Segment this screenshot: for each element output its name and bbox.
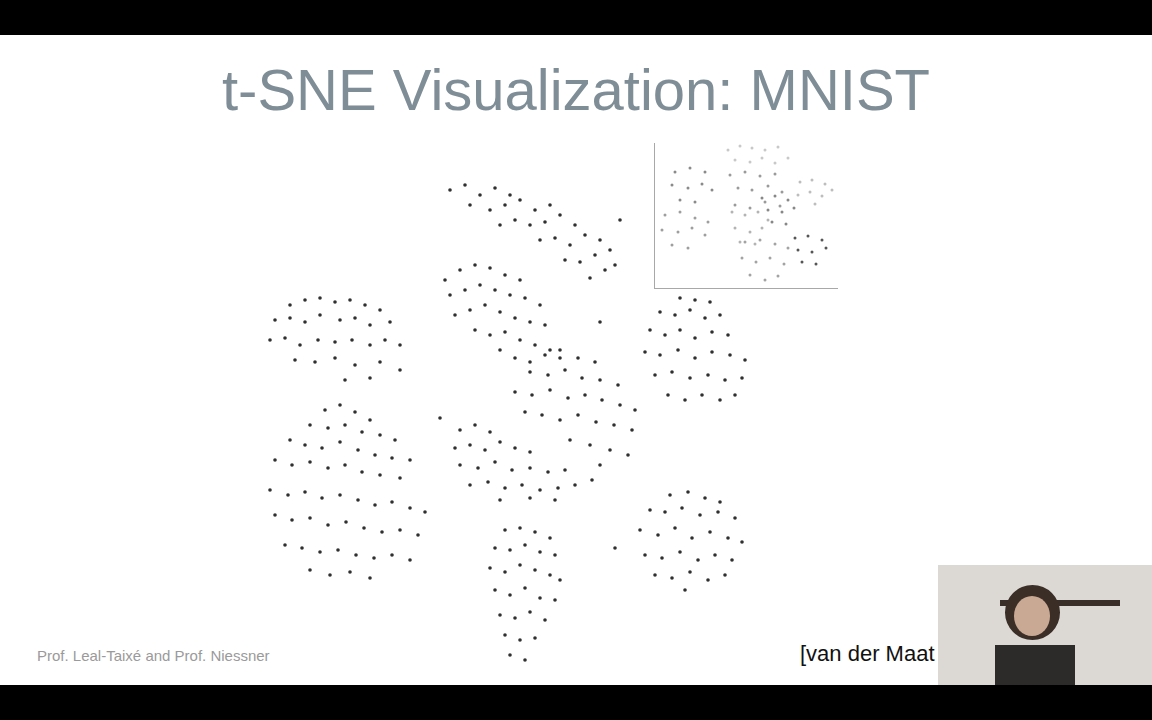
svg-text:Prof. Leal-Taixé and Prof. Nie: Prof. Leal-Taixé and Prof. Niessner bbox=[37, 647, 270, 664]
svg-text:[van der Maat: [van der Maat bbox=[800, 641, 935, 666]
svg-text:t-SNE Visualization: MNIST: t-SNE Visualization: MNIST bbox=[222, 57, 930, 122]
